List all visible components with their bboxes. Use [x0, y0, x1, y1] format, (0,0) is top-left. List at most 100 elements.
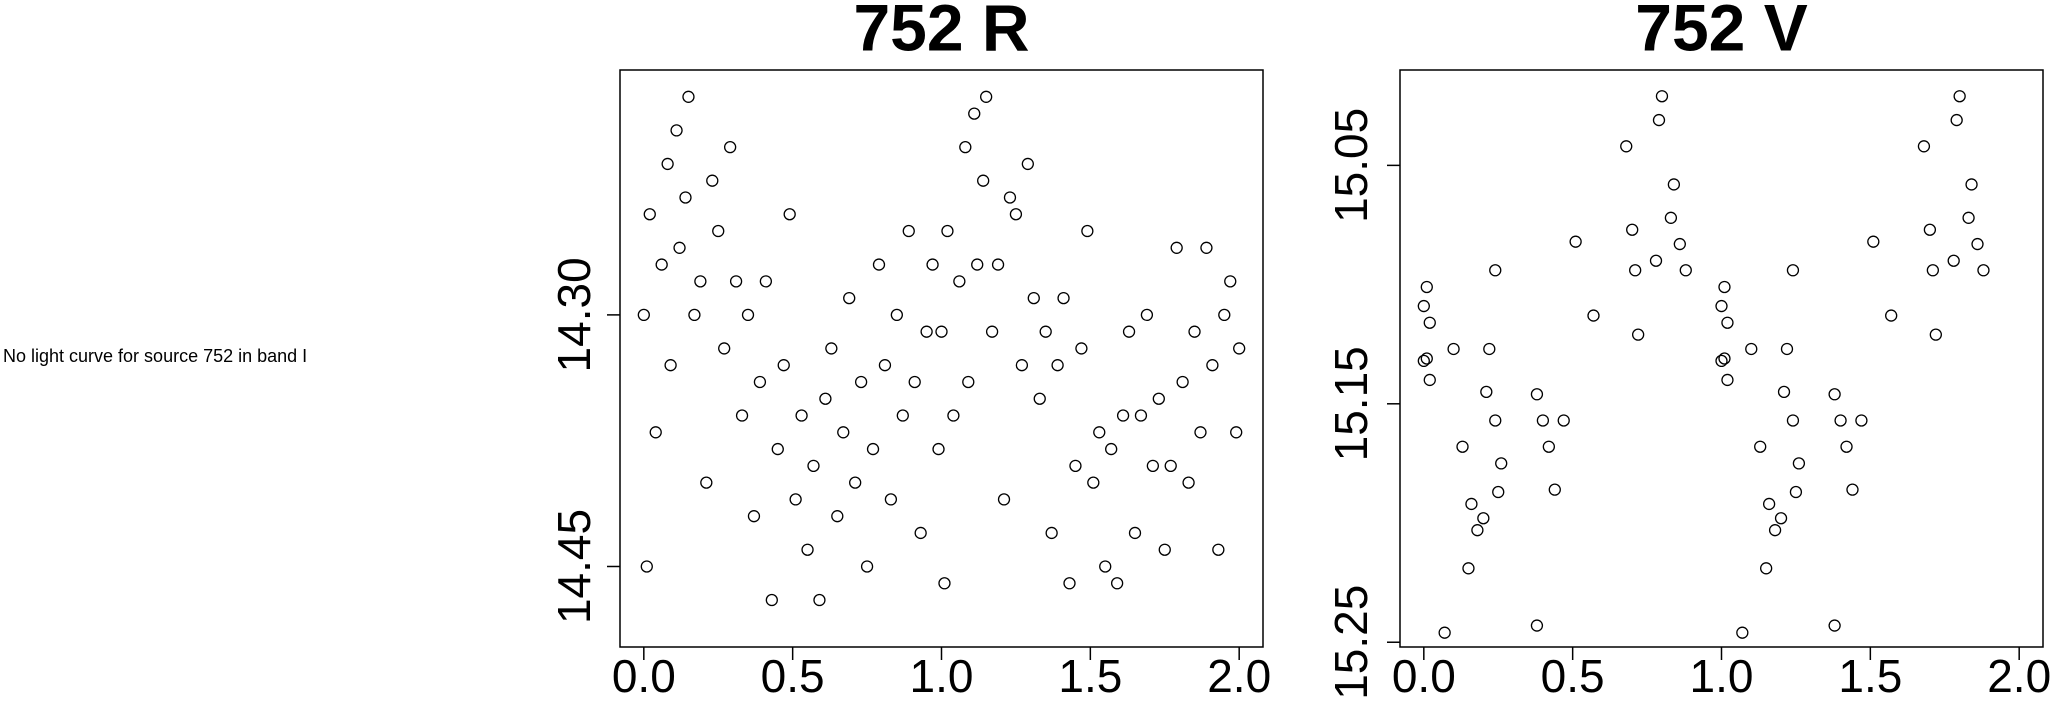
point	[1649, 254, 1663, 267]
point	[1715, 354, 1728, 368]
point	[640, 560, 653, 573]
point	[866, 442, 880, 456]
point	[747, 510, 761, 523]
point	[765, 593, 778, 607]
point	[1206, 359, 1219, 372]
point	[1655, 90, 1669, 103]
point	[1760, 562, 1773, 575]
point	[679, 191, 692, 204]
x-tick-label: 1.5	[1058, 650, 1122, 702]
point	[735, 409, 749, 422]
point	[706, 174, 719, 187]
point	[849, 476, 862, 489]
point	[1465, 497, 1478, 511]
point	[920, 325, 933, 338]
point	[1768, 524, 1782, 537]
point	[985, 325, 999, 338]
point	[1929, 328, 1942, 341]
point	[1867, 235, 1880, 248]
point	[1667, 178, 1681, 191]
point	[1923, 223, 1937, 236]
point	[908, 375, 921, 389]
point	[1182, 476, 1195, 489]
point	[1971, 237, 1984, 251]
point	[1885, 309, 1898, 322]
point	[1420, 352, 1433, 365]
point	[1045, 526, 1058, 540]
point	[1855, 414, 1868, 427]
point	[1846, 483, 1859, 496]
point	[729, 275, 743, 288]
point	[1140, 308, 1154, 322]
point	[673, 241, 686, 254]
point	[1033, 392, 1046, 405]
point	[1629, 264, 1642, 277]
point	[688, 308, 701, 322]
plot-frame	[1399, 69, 2044, 648]
point	[712, 224, 725, 238]
point	[962, 375, 975, 389]
x-tick-label: 0.0	[612, 650, 676, 702]
point	[807, 459, 820, 472]
point	[741, 308, 755, 322]
point	[1471, 524, 1484, 537]
point	[1027, 291, 1040, 305]
y-tick-label: 15.05	[1325, 108, 1377, 223]
point	[896, 409, 909, 422]
point	[795, 409, 808, 422]
point	[1962, 211, 1975, 224]
point	[1626, 223, 1639, 236]
point	[1233, 342, 1246, 355]
point	[878, 359, 892, 372]
point	[1721, 373, 1734, 387]
point	[1953, 90, 1966, 103]
chart-title: 752 R	[853, 0, 1029, 64]
point	[1188, 325, 1201, 338]
point	[1792, 457, 1806, 470]
point	[991, 258, 1005, 271]
point	[1754, 440, 1767, 453]
point	[872, 258, 886, 271]
point	[723, 141, 737, 154]
point	[637, 308, 650, 322]
point	[1456, 440, 1469, 453]
point	[1170, 241, 1183, 254]
point	[860, 560, 874, 573]
point	[1483, 342, 1496, 356]
x-tick-label: 2.0	[1987, 650, 2051, 702]
point	[977, 174, 990, 187]
point	[1917, 140, 1931, 153]
point	[1128, 526, 1142, 540]
x-tick-label: 0.5	[761, 650, 825, 702]
point	[1536, 414, 1550, 427]
point	[1417, 354, 1430, 368]
point	[1051, 359, 1064, 372]
point	[1965, 178, 1978, 191]
point	[1462, 562, 1475, 575]
point	[801, 543, 814, 556]
point	[1834, 414, 1847, 427]
y-tick-label: 15.15	[1325, 346, 1377, 461]
point	[1530, 619, 1544, 632]
point	[819, 392, 832, 405]
point	[1122, 325, 1136, 338]
point	[1721, 316, 1734, 329]
plot-frame	[619, 69, 1264, 648]
chart-title: 752 V	[1635, 0, 1807, 64]
point	[759, 275, 773, 288]
point	[1075, 342, 1088, 355]
point	[837, 426, 850, 439]
point	[1105, 442, 1118, 456]
point	[1480, 385, 1493, 399]
point	[1718, 352, 1731, 365]
point	[1081, 224, 1094, 238]
point	[1715, 299, 1728, 313]
point	[670, 124, 683, 137]
point	[1926, 264, 1940, 277]
point	[947, 409, 960, 422]
point	[1774, 512, 1788, 525]
point	[843, 291, 856, 305]
point	[1950, 113, 1963, 127]
point	[682, 90, 695, 103]
